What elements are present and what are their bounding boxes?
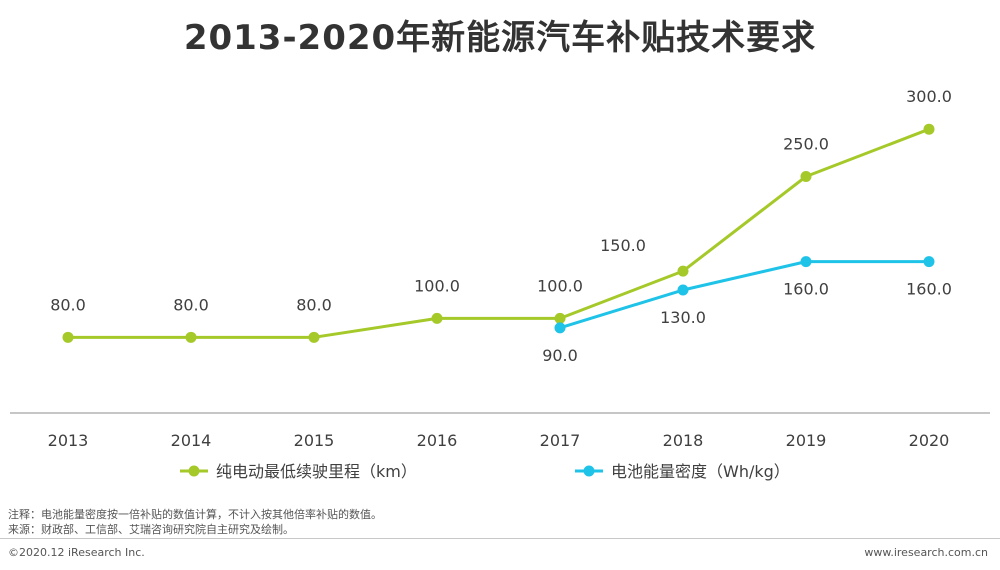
data-label: 250.0 — [783, 135, 829, 154]
data-label: 80.0 — [173, 295, 209, 314]
x-tick-label: 2013 — [48, 431, 89, 450]
data-label: 80.0 — [50, 295, 86, 314]
data-point — [677, 284, 689, 296]
data-point — [62, 331, 74, 343]
series-line — [559, 260, 929, 330]
data-point — [923, 256, 935, 268]
data-point — [308, 331, 320, 343]
data-point — [677, 265, 689, 277]
data-label: 300.0 — [906, 87, 952, 106]
data-label: 160.0 — [783, 280, 829, 299]
data-point — [185, 331, 197, 343]
x-tick-label: 2016 — [417, 431, 458, 450]
data-point — [923, 123, 935, 135]
website: www.iresearch.com.cn — [864, 546, 988, 559]
data-label: 100.0 — [414, 276, 460, 295]
data-label: 100.0 — [537, 276, 583, 295]
line-chart: 2013 2014 2015 2016 2017 2018 2019 2020 80.0 80.0… — [10, 87, 990, 481]
data-label: 160.0 — [906, 280, 952, 299]
series-line — [68, 127, 930, 339]
x-tick-label: 2014 — [171, 431, 212, 450]
data-label: 80.0 — [296, 295, 332, 314]
chart-title: 2013-2020年新能源汽车补贴技术要求 — [183, 18, 817, 58]
footnote-note: 注释：电池能量密度按一倍补贴的数值计算，不计入按其他倍率补贴的数值。 — [8, 508, 382, 521]
copyright: ©2020.12 iResearch Inc. — [8, 546, 145, 559]
x-tick-label: 2020 — [909, 431, 950, 450]
x-tick-label: 2019 — [786, 431, 827, 450]
x-tick-label: 2018 — [663, 431, 704, 450]
data-label: 90.0 — [542, 346, 578, 365]
legend-label: 电池能量密度（Wh/kg） — [611, 462, 790, 481]
data-label: 150.0 — [600, 236, 646, 255]
data-label: 130.0 — [660, 308, 706, 327]
x-tick-label: 2015 — [294, 431, 335, 450]
legend-label: 纯电动最低续驶里程（km） — [216, 462, 417, 481]
data-point — [431, 312, 443, 324]
footer-divider — [0, 538, 1000, 539]
x-tick-label: 2017 — [540, 431, 581, 450]
data-point — [800, 171, 812, 182]
data-point — [800, 256, 812, 268]
footnote-source: 来源：财政部、工信部、艾瑞咨询研究院自主研究及绘制。 — [8, 523, 294, 536]
legend-swatch-marker — [583, 465, 595, 477]
data-point — [554, 312, 566, 324]
data-point — [554, 322, 566, 334]
legend-swatch-marker — [188, 465, 200, 477]
